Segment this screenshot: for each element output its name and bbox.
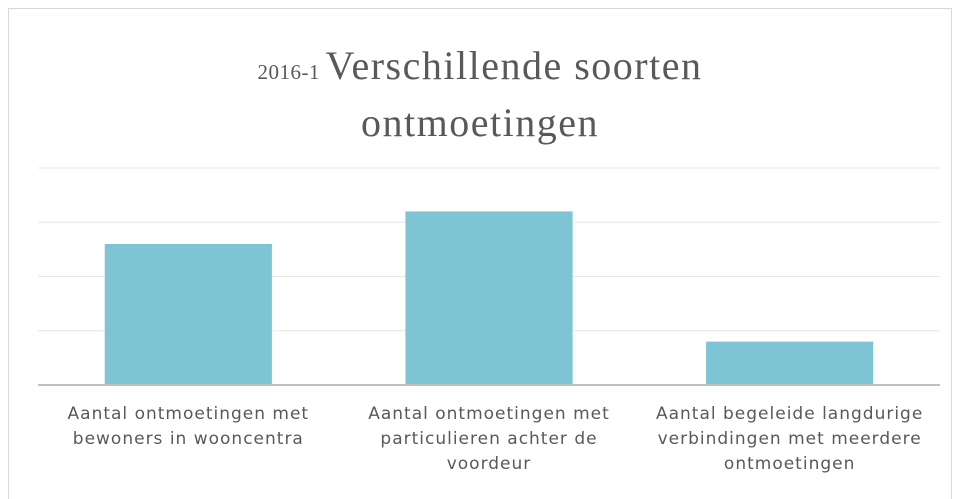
x-tick-label: Aantal ontmoetingen met particulieren ac… [368, 404, 610, 474]
title-prefix: 2016-1 [257, 60, 321, 84]
x-tick-label: Aantal ontmoetingen met bewoners in woon… [67, 404, 310, 449]
chart-border [8, 8, 952, 499]
x-tick-label: Aantal begeleide langdurige verbindingen… [655, 404, 924, 474]
chart-title: 2016-1 Verschillende soorten ontmoetinge… [200, 42, 760, 156]
bar [405, 211, 573, 385]
bar [104, 243, 272, 385]
title-main: Verschillende soorten ontmoetingen [325, 43, 703, 145]
bar [706, 341, 874, 385]
